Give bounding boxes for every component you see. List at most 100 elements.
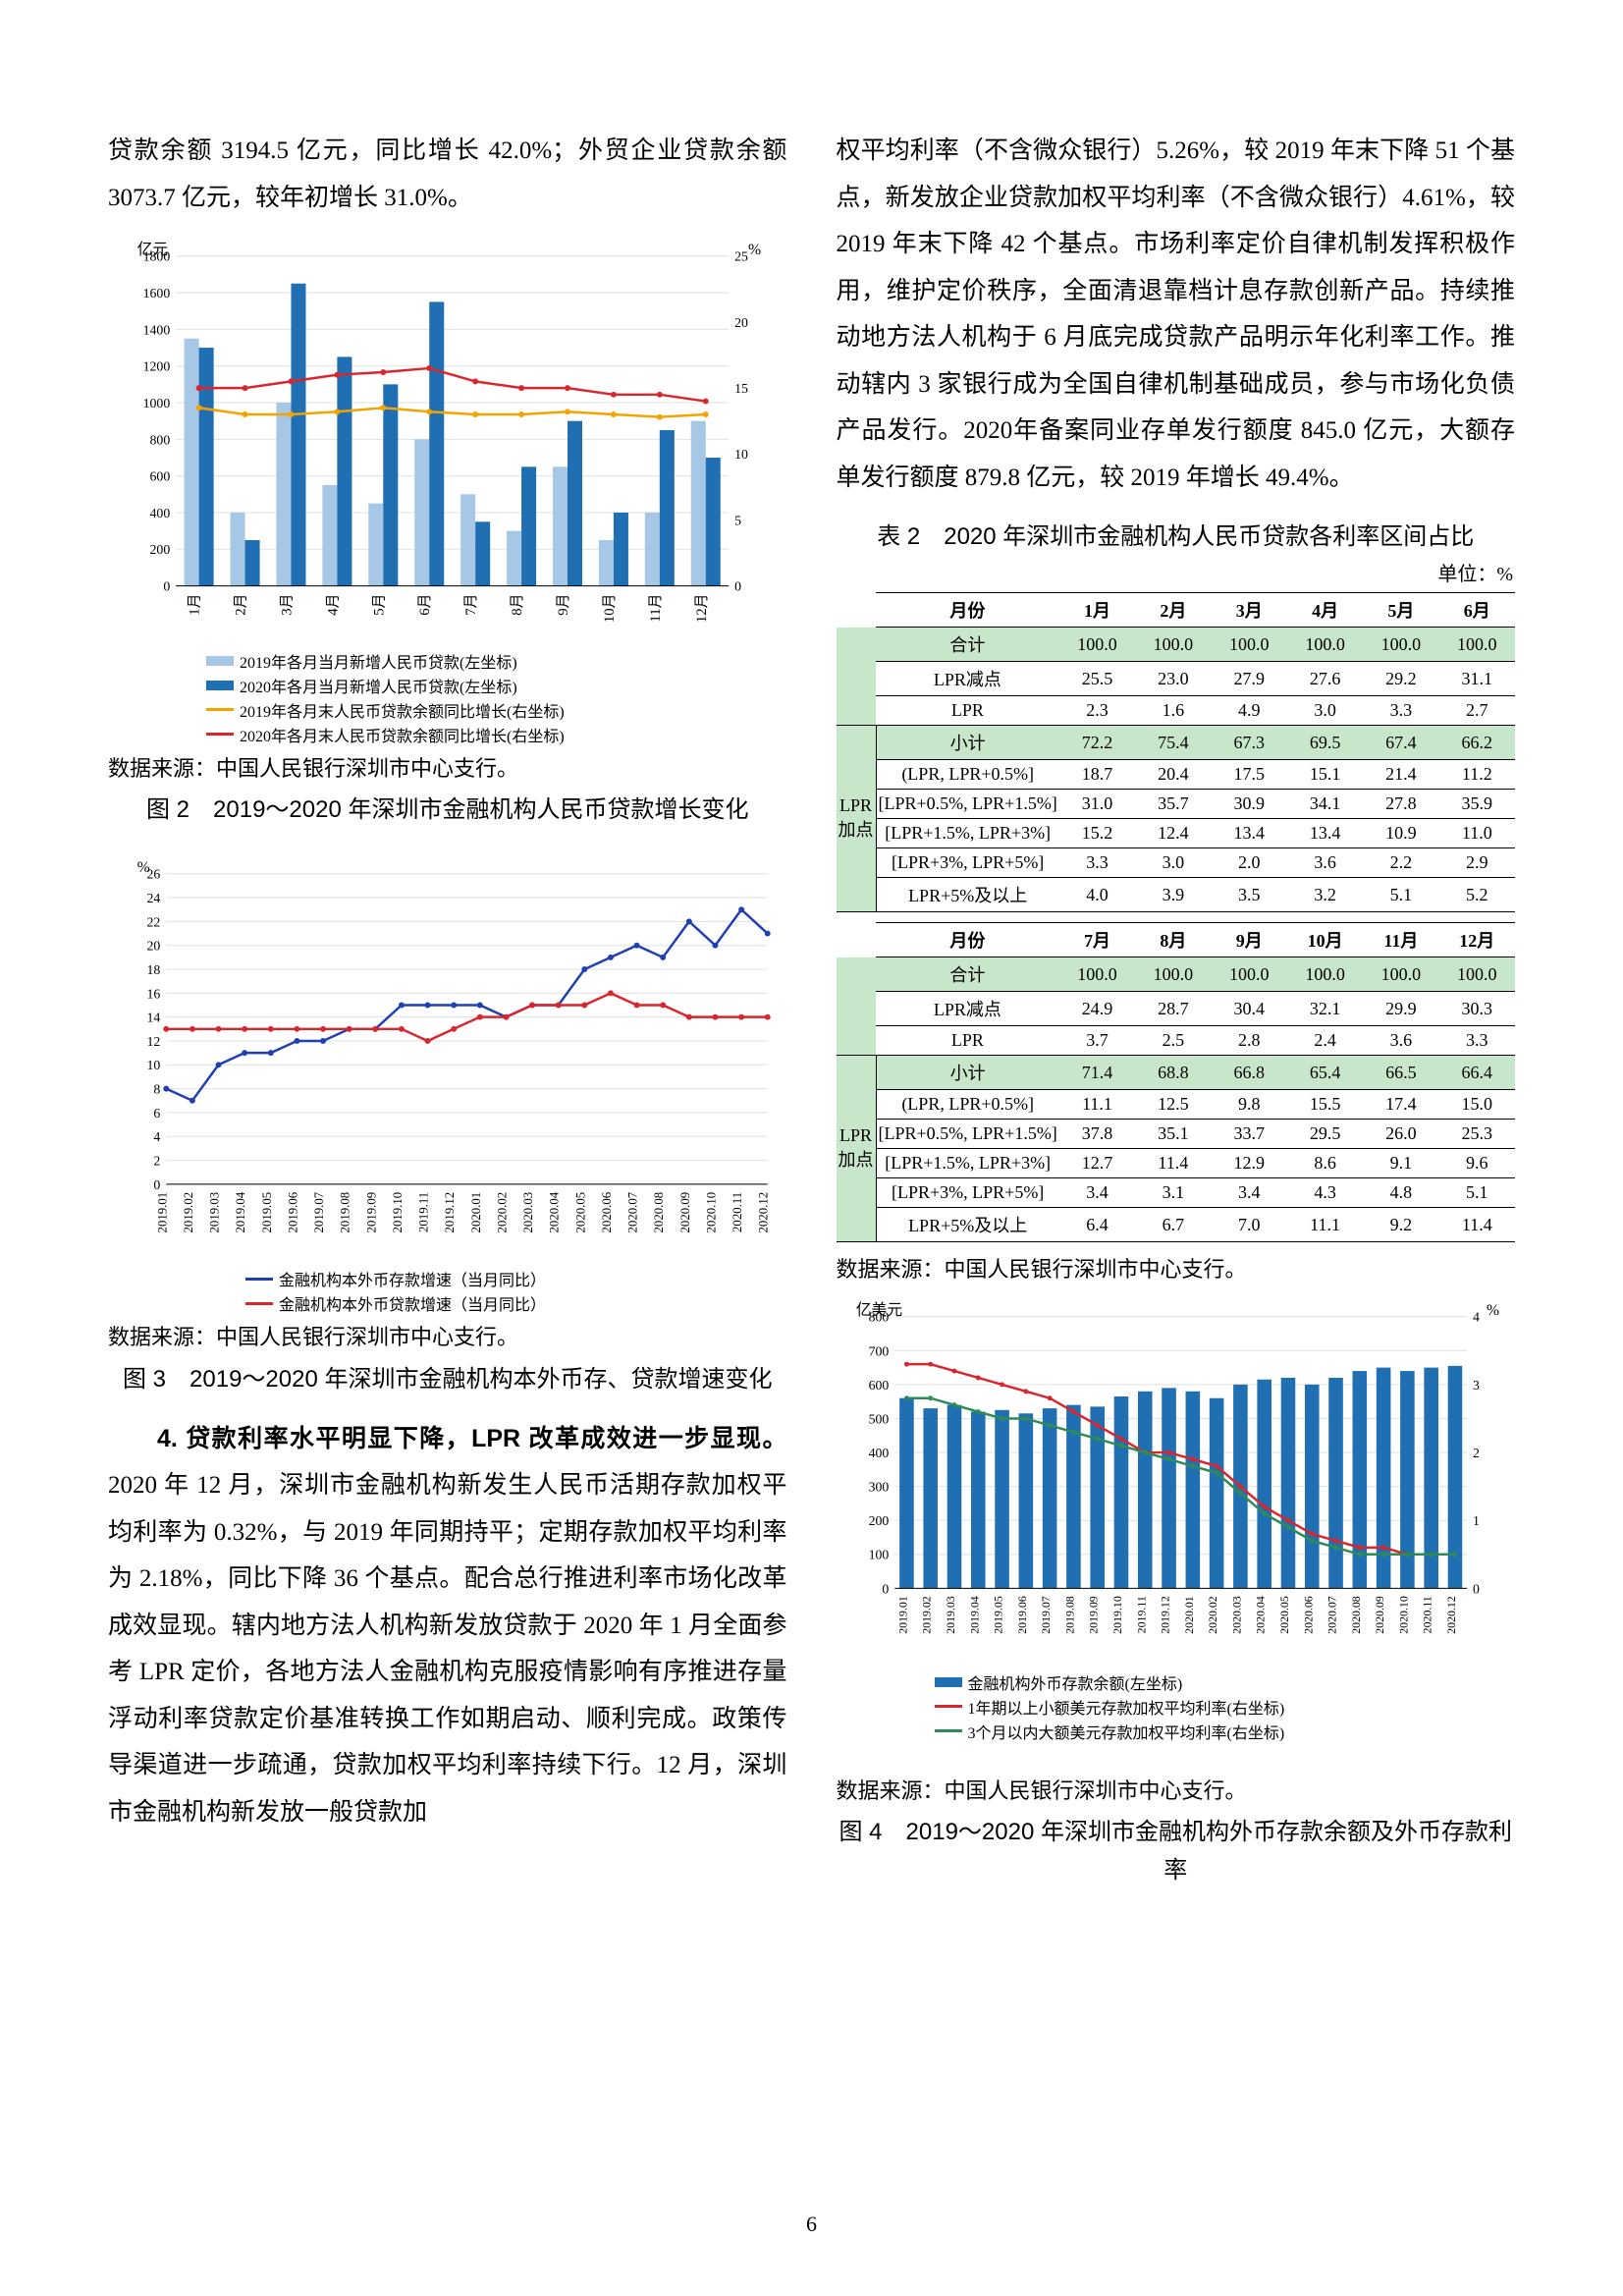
svg-text:1: 1 [1473, 1513, 1480, 1528]
chart2-source: 数据来源：中国人民银行深圳市中心支行。 [108, 751, 787, 786]
svg-text:2019.06: 2019.06 [286, 1192, 299, 1233]
svg-text:2020.01: 2020.01 [469, 1192, 483, 1233]
svg-text:400: 400 [150, 506, 171, 520]
svg-text:0: 0 [734, 579, 741, 594]
svg-text:2020.03: 2020.03 [1229, 1596, 1243, 1634]
svg-text:0: 0 [1473, 1581, 1480, 1596]
svg-text:20: 20 [147, 939, 161, 954]
svg-text:2: 2 [153, 1154, 160, 1169]
two-column-layout: 贷款余额 3194.5 亿元，同比增长 42.0%；外贸企业贷款余额 3073.… [108, 128, 1515, 2141]
svg-text:%: % [137, 859, 150, 876]
svg-text:2020.02: 2020.02 [495, 1192, 509, 1233]
chart-3: 02468101214161820222426%2019.012019.0220… [108, 854, 787, 1262]
chart3-source: 数据来源：中国人民银行深圳市中心支行。 [108, 1320, 787, 1354]
svg-text:2019.09: 2019.09 [1086, 1596, 1100, 1634]
svg-text:2019.09: 2019.09 [364, 1192, 378, 1233]
svg-text:2020.11: 2020.11 [1420, 1596, 1434, 1633]
page: 贷款余额 3194.5 亿元，同比增长 42.0%；外贸企业贷款余额 3073.… [0, 0, 1623, 2296]
para4-body: 2020 年 12 月，深圳市金融机构新发生人民币活期存款加权平均利率为 0.3… [108, 1472, 787, 1826]
left-intro: 贷款余额 3194.5 亿元，同比增长 42.0%；外贸企业贷款余额 3073.… [108, 128, 787, 221]
chart-4: 010020030040050060070080001234亿美元%2019.0… [837, 1297, 1516, 1666]
svg-text:2020.04: 2020.04 [548, 1192, 562, 1233]
svg-text:2019.07: 2019.07 [312, 1192, 326, 1233]
svg-text:18: 18 [147, 962, 161, 977]
svg-text:2019.08: 2019.08 [1062, 1596, 1076, 1634]
svg-text:%: % [748, 242, 761, 258]
svg-text:4: 4 [153, 1130, 160, 1145]
svg-text:5: 5 [734, 513, 741, 527]
svg-text:6: 6 [153, 1106, 160, 1121]
svg-text:2019.07: 2019.07 [1039, 1596, 1053, 1634]
svg-text:4月: 4月 [325, 594, 341, 616]
svg-text:2020.03: 2020.03 [521, 1192, 535, 1233]
svg-text:10: 10 [734, 447, 748, 462]
svg-text:25: 25 [734, 249, 748, 264]
svg-text:2019.02: 2019.02 [182, 1192, 195, 1233]
svg-text:2019.04: 2019.04 [967, 1596, 981, 1634]
svg-text:4: 4 [1473, 1309, 1480, 1324]
svg-text:1000: 1000 [143, 396, 171, 410]
para4: 4. 贷款利率水平明显下降，LPR 改革成效进一步显现。 2020 年 12 月，… [108, 1416, 787, 1836]
svg-text:2月: 2月 [234, 594, 249, 616]
svg-text:7月: 7月 [463, 594, 479, 616]
svg-text:2019.08: 2019.08 [339, 1192, 352, 1233]
chart2-legend-item: 2020年各月末人民币贷款余额同比增长(右坐标) [206, 723, 787, 746]
svg-text:800: 800 [150, 432, 171, 447]
svg-text:1600: 1600 [143, 286, 171, 301]
svg-text:16: 16 [147, 987, 161, 1002]
svg-text:2020.04: 2020.04 [1253, 1596, 1267, 1634]
svg-text:2019.05: 2019.05 [991, 1596, 1004, 1634]
svg-text:5月: 5月 [371, 594, 387, 616]
svg-text:2020.05: 2020.05 [1276, 1596, 1290, 1634]
svg-text:6月: 6月 [417, 594, 433, 616]
page-number: 6 [0, 2212, 1623, 2237]
svg-text:14: 14 [147, 1011, 161, 1025]
svg-text:700: 700 [868, 1343, 889, 1358]
svg-text:2020.06: 2020.06 [600, 1192, 614, 1233]
svg-text:2020.11: 2020.11 [730, 1192, 744, 1232]
svg-text:3月: 3月 [279, 594, 295, 616]
svg-text:2020.07: 2020.07 [626, 1192, 640, 1233]
svg-text:2019.05: 2019.05 [260, 1192, 274, 1233]
svg-text:1月: 1月 [188, 594, 203, 616]
svg-text:2019.03: 2019.03 [943, 1596, 956, 1634]
svg-text:2019.04: 2019.04 [234, 1192, 247, 1233]
svg-text:2020.09: 2020.09 [1373, 1596, 1386, 1634]
svg-text:2020.12: 2020.12 [1443, 1596, 1457, 1634]
svg-text:600: 600 [868, 1377, 889, 1392]
svg-text:12: 12 [147, 1034, 161, 1049]
table2-source: 数据来源：中国人民银行深圳市中心支行。 [837, 1252, 1516, 1286]
svg-text:2020.10: 2020.10 [1396, 1596, 1410, 1634]
svg-text:2019.11: 2019.11 [417, 1192, 431, 1232]
chart3-legend-item: 金融机构本外币贷款增速（当月同比） [245, 1291, 787, 1315]
svg-text:2020.02: 2020.02 [1206, 1596, 1219, 1634]
table2-part1: 月份1月2月3月4月5月6月合计100.0100.0100.0100.0100.… [837, 592, 1516, 912]
svg-text:9月: 9月 [556, 594, 571, 616]
left-column: 贷款余额 3194.5 亿元，同比增长 42.0%；外贸企业贷款余额 3073.… [108, 128, 787, 2141]
table2-part2: 月份7月8月9月10月11月12月合计100.0100.0100.0100.01… [837, 922, 1516, 1242]
svg-text:2019.01: 2019.01 [895, 1596, 909, 1634]
chart2-legend-item: 2019年各月末人民币贷款余额同比增长(右坐标) [206, 698, 787, 722]
chart4-source: 数据来源：中国人民银行深圳市中心支行。 [837, 1774, 1516, 1808]
right-column: 权平均利率（不含微众银行）5.26%，较 2019 年末下降 51 个基点，新发… [837, 128, 1516, 2141]
svg-text:2019.01: 2019.01 [155, 1192, 169, 1233]
svg-text:0: 0 [882, 1581, 889, 1596]
svg-text:200: 200 [868, 1513, 889, 1528]
svg-text:2020.05: 2020.05 [573, 1192, 587, 1233]
chart4-legend-block: 金融机构外币存款余额(左坐标)1年期以上小额美元存款加权平均利率(右坐标)3个月… [837, 1669, 1516, 1744]
chart3-legend-item: 金融机构本外币存款增速（当月同比） [245, 1267, 787, 1290]
svg-text:12月: 12月 [694, 594, 710, 624]
chart-2: 0200400600800100012001400160018000510152… [108, 237, 787, 644]
svg-text:2020.12: 2020.12 [757, 1192, 771, 1233]
svg-text:200: 200 [150, 542, 171, 557]
svg-text:2020.09: 2020.09 [678, 1192, 692, 1233]
svg-text:2020.07: 2020.07 [1325, 1596, 1338, 1634]
chart2-legend-item: 2019年各月当月新增人民币贷款(左坐标) [206, 649, 787, 673]
chart3-title: 图 3 2019～2020 年深圳市金融机构本外币存、贷款增速变化 [108, 1361, 787, 1398]
svg-text:2: 2 [1473, 1446, 1480, 1460]
para4-lead: 4. 贷款利率水平明显下降，LPR 改革成效进一步显现。 [157, 1425, 787, 1452]
svg-text:2020.08: 2020.08 [652, 1192, 666, 1233]
chart2-legend-item: 2020年各月当月新增人民币贷款(左坐标) [206, 674, 787, 697]
svg-text:2020.08: 2020.08 [1348, 1596, 1362, 1634]
svg-text:2019.02: 2019.02 [919, 1596, 933, 1634]
